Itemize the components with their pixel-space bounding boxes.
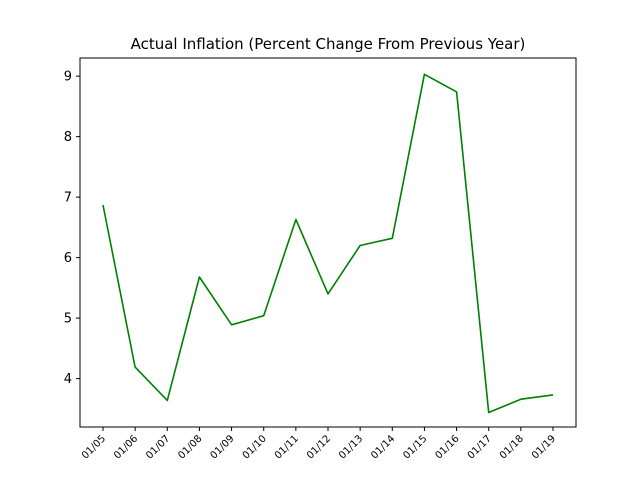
y-tick-label: 9 — [64, 70, 72, 85]
x-tick-label: 01/05 — [80, 433, 108, 461]
x-tick-label: 01/10 — [241, 433, 269, 461]
x-tick-label: 01/16 — [434, 433, 462, 461]
x-tick-label: 01/06 — [112, 433, 140, 461]
x-tick-label: 01/09 — [209, 433, 237, 461]
y-tick-label: 4 — [64, 372, 72, 387]
x-tick-label: 01/12 — [305, 433, 333, 461]
x-axis: 01/05 01/06 01/07 01/08 01/09 01/10 01/11 01/12… — [80, 427, 558, 462]
y-tick-label: 8 — [64, 130, 72, 145]
y-tick-label: 6 — [64, 251, 72, 266]
series-group — [102, 73, 554, 414]
x-tick-label: 01/17 — [466, 433, 494, 461]
x-tick-label: 01/07 — [144, 433, 172, 461]
plot-frame — [79, 57, 577, 428]
x-tick-label: 01/15 — [401, 433, 429, 461]
x-tick-label: 01/13 — [337, 433, 365, 461]
y-tick-label: 5 — [64, 312, 72, 327]
series-line — [102, 73, 554, 414]
x-tick-label: 01/14 — [369, 433, 397, 461]
chart-title: Actual Inflation (Percent Change From Pr… — [131, 35, 526, 53]
x-tick-label: 01/18 — [498, 433, 526, 461]
y-axis: 4 5 6 7 8 9 — [64, 70, 80, 387]
x-tick-label: 01/08 — [176, 433, 204, 461]
x-tick-label: 01/19 — [530, 433, 558, 461]
x-tick-label: 01/11 — [273, 433, 301, 461]
y-tick-label: 7 — [64, 191, 72, 206]
